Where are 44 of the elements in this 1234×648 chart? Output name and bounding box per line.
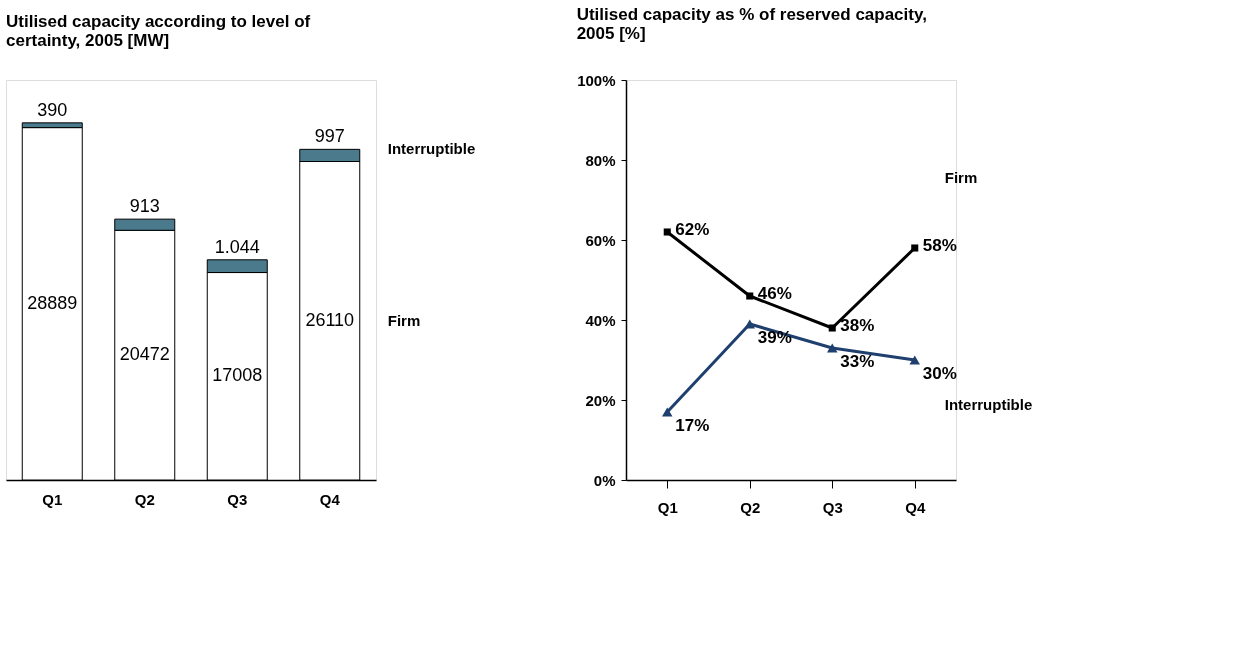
y-tick-label: 100% [577,71,616,89]
x-tick-label: Q4 [319,490,341,508]
x-tick-label: Q4 [905,498,926,516]
chart-title: Utilised capacity according to level of certainty, 2005 [MW] [6,12,311,50]
x-tick-label: Q1 [657,498,678,516]
data-label: 58% [922,236,957,255]
data-label: 20472 [119,344,170,365]
point [828,324,836,332]
data-label: 913 [129,196,160,217]
chart-title: Utilised capacity as % of reserved capacity, 2005 [%] [576,5,927,43]
data-label: 1.044 [214,236,260,257]
point [662,407,673,417]
y-tick-label: 60% [585,231,616,249]
data-label: 39% [757,328,792,347]
point [663,228,671,236]
data-label: 46% [757,284,792,303]
y-tick-label: 40% [585,311,616,329]
point [909,355,920,365]
x-tick-label: Q3 [227,490,248,508]
point [746,292,754,300]
x-tick-label: Q1 [42,490,63,508]
x-tick-label: Q3 [822,498,843,516]
x-tick-label: Q2 [134,490,155,508]
data-label: 997 [314,126,345,147]
y-tick-label: 0% [593,471,616,489]
data-label: 26110 [305,309,355,330]
series-label: Firm [387,311,421,329]
data-label: 30% [922,364,957,383]
data-label: 38% [840,316,875,335]
text: Firm [944,169,978,186]
data-label: 390 [37,99,68,120]
point [911,244,919,252]
data-label: 28889 [27,292,78,313]
y-tick-label: 80% [585,151,616,169]
data-label: 62% [675,220,710,239]
data-label: 17% [675,416,710,435]
point [827,343,838,353]
data-label: 17008 [212,365,263,386]
point [744,319,755,329]
data-label: 33% [840,352,875,371]
text: Interruptible [944,396,1033,413]
x-tick-label: Q2 [740,498,761,516]
y-tick-label: 20% [585,391,616,409]
series-label: Interruptible [387,140,476,158]
